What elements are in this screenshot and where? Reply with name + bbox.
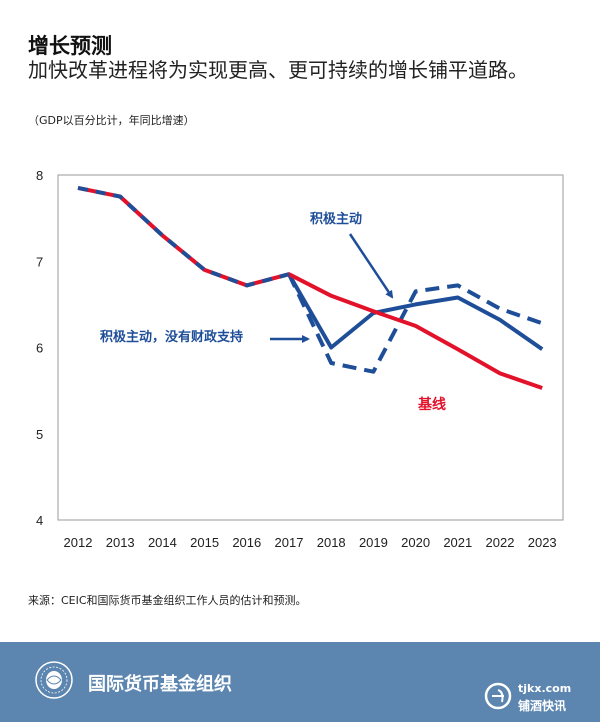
footer-bar: 国际货币基金组织 tjkx.com 铺酒快讯 (0, 642, 600, 722)
series-line-1 (287, 273, 544, 351)
x-tick-label: 2021 (443, 535, 472, 550)
shared-history-overlay (77, 185, 290, 288)
x-axis: 2012 2013 2014 2015 2016 2017 2018 2019 2020 2021… (64, 535, 557, 550)
x-tick-label: 2019 (359, 535, 388, 550)
x-tick-label: 2016 (232, 535, 261, 550)
series-layer (77, 185, 544, 390)
y-axis: 4 5 6 7 8 (36, 168, 43, 528)
unit-note: （GDP以百分比计，年同比增速） (28, 114, 195, 127)
y-tick-label: 4 (36, 513, 43, 528)
watermark-name: 铺酒快讯 (518, 699, 567, 713)
x-tick-label: 2013 (106, 535, 135, 550)
y-tick-label: 7 (36, 254, 43, 269)
imf-seal-icon (35, 661, 73, 699)
y-tick-label: 6 (36, 341, 43, 356)
x-tick-label: 2022 (486, 535, 515, 550)
source-note: 来源：CEIC和国际货币基金组织工作人员的估计和预测。 (28, 594, 307, 607)
y-tick-label: 5 (36, 427, 43, 442)
x-tick-label: 2020 (401, 535, 430, 550)
watermark-url: tjkx.com (518, 682, 572, 695)
org-name: 国际货币基金组织 (88, 674, 232, 695)
annotation-proactive: 积极主动 (310, 211, 362, 226)
plot-frame (57, 174, 564, 521)
annotation-no-fiscal: 积极主动，没有财政支持 (100, 329, 243, 344)
watermark-icon (484, 682, 512, 710)
annotation-baseline: 基线 (418, 396, 446, 412)
x-tick-label: 2023 (528, 535, 557, 550)
x-tick-label: 2012 (64, 535, 93, 550)
x-tick-label: 2015 (190, 535, 219, 550)
chart-title: 增长预测 (28, 34, 112, 58)
series-line-2 (287, 273, 543, 374)
chart-subtitle: 加快改革进程将为实现更高、更可持续的增长铺平道路。 (28, 58, 528, 82)
annotation-arrow-proactive (348, 233, 394, 299)
x-tick-label: 2014 (148, 535, 177, 550)
x-tick-label: 2018 (317, 535, 346, 550)
y-tick-label: 8 (36, 168, 43, 183)
x-tick-label: 2017 (275, 535, 304, 550)
